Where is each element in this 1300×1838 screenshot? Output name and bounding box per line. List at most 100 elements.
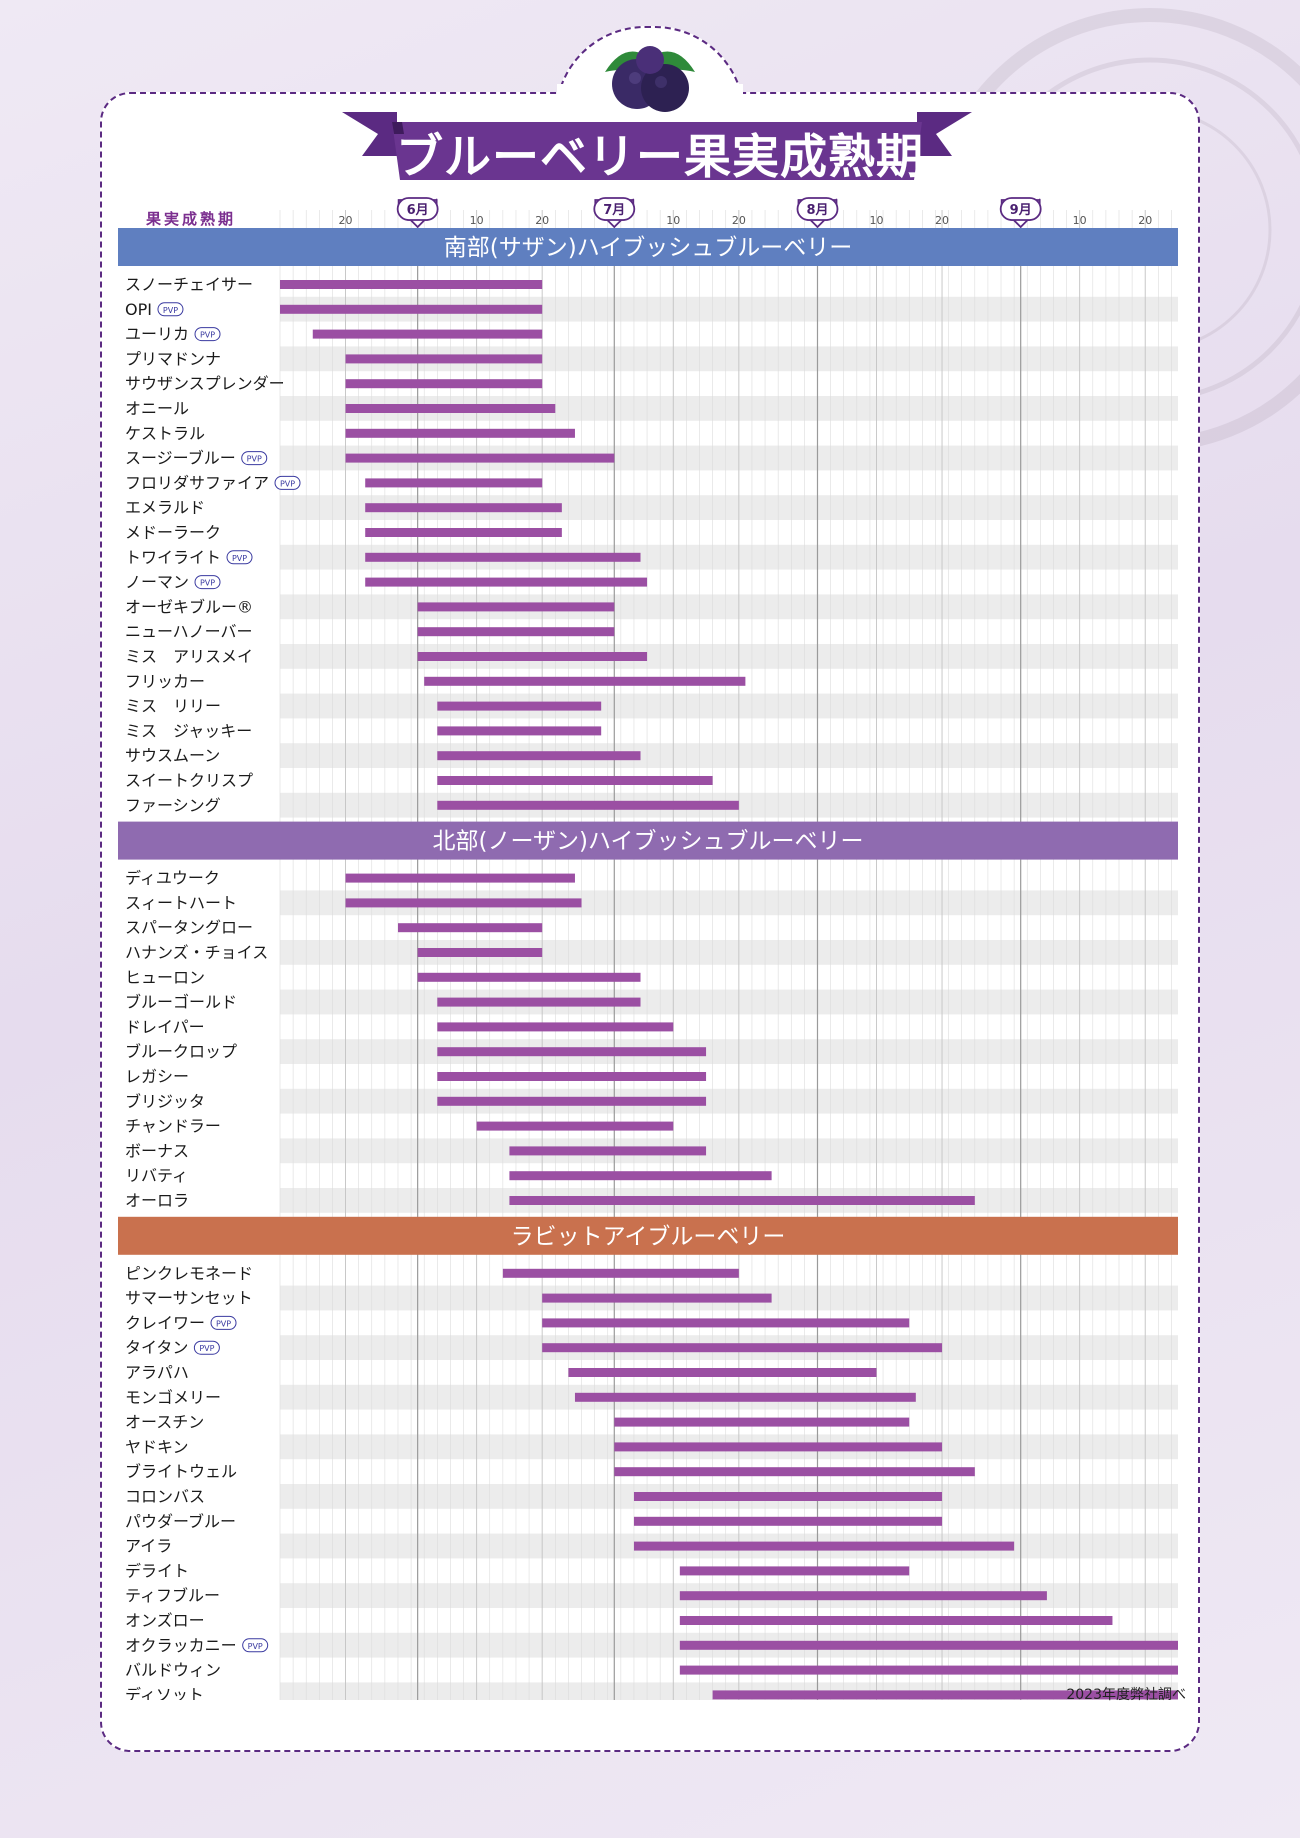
variety-label: ケストラル [125, 424, 205, 443]
pvp-badge-label: PVP [200, 579, 215, 588]
variety-label: オクラッカニー [125, 1636, 237, 1655]
ripening-bar [633, 1492, 943, 1501]
ripening-bar [437, 800, 739, 810]
variety-label: プリマドンナ [125, 349, 221, 368]
variety-label: オーロラ [125, 1191, 189, 1210]
variety-label: サウザンスプレンダー [125, 374, 285, 393]
ripening-bar [502, 1268, 739, 1278]
variety-label: スノーチェイサー [125, 275, 253, 294]
ripening-bar [417, 602, 615, 612]
pvp-badge-label: PVP [216, 1319, 231, 1328]
ripening-bar [437, 1022, 674, 1032]
ripening-bar [437, 751, 641, 761]
ripening-bar [712, 1690, 1178, 1700]
ripening-bar [614, 1467, 975, 1477]
variety-label: リバティ [125, 1166, 188, 1185]
row-stripe [280, 644, 1178, 669]
ripening-bar [365, 552, 641, 562]
pvp-badge [210, 1315, 237, 1330]
ripening-bar [574, 1392, 916, 1402]
variety-label: ヤドキン [125, 1437, 189, 1456]
pvp-badge [274, 475, 301, 490]
variety-label: ミス ジャッキー [125, 721, 252, 740]
ripening-bar [365, 503, 562, 513]
row-stripe [280, 693, 1178, 719]
ripening-bar [437, 726, 602, 736]
pvp-badge [194, 327, 221, 342]
variety-label: パウダーブルー [125, 1512, 236, 1531]
ripening-bar [679, 1591, 1047, 1601]
variety-label: ブルークロップ [125, 1042, 237, 1061]
variety-label: スパータングロー [125, 918, 253, 937]
variety-label: スージーブルー [125, 449, 236, 468]
month-label: 7月 [603, 203, 625, 218]
ripening-chart: 20 10 20 10 20 10 20 10 20 6月 7月 8月 9月南部(サザン)ハイブッシュブ… [118, 197, 1178, 1700]
ripening-bar [679, 1616, 1113, 1625]
ripening-bar [633, 1516, 943, 1526]
variety-label: OPI [125, 300, 152, 319]
ripening-bar [424, 676, 746, 686]
ripening-bar [280, 304, 543, 314]
variety-label: ドレイパー [125, 1017, 205, 1036]
group-header [118, 1216, 1178, 1255]
row-stripe [280, 940, 1178, 965]
variety-label: スィートハート [125, 893, 237, 912]
page-title: ブルーベリー果実成熟期 [396, 130, 924, 185]
variety-label: デライト [125, 1561, 189, 1580]
variety-label: アラパハ [125, 1363, 189, 1382]
variety-label: エメラルド [125, 498, 205, 517]
pvp-badge [241, 451, 268, 466]
x-tick-label: 20 [535, 214, 549, 227]
source-note: 2023年度弊社調べ [1066, 1687, 1186, 1703]
variety-label: サウスムーン [125, 746, 220, 765]
variety-label: ユーリカ [125, 325, 189, 344]
ripening-bar [509, 1171, 772, 1181]
pvp-badge [242, 1638, 269, 1653]
ripening-bar [542, 1293, 772, 1303]
variety-label: ニューハノーバー [125, 622, 253, 641]
ripening-bar [614, 1417, 910, 1427]
pvp-badge-label: PVP [199, 1344, 214, 1353]
month-badge-pill [593, 197, 636, 221]
x-tick-label: 10 [666, 214, 680, 227]
variety-label: クレイワー [125, 1313, 205, 1332]
ripening-bar [345, 404, 556, 413]
ripening-bar [417, 948, 543, 957]
variety-label: ディユウーク [125, 869, 220, 888]
variety-label: ティフブルー [125, 1586, 220, 1605]
header-label: 果実成熟期 [146, 210, 237, 228]
variety-label: トワイライト [125, 548, 221, 567]
group-header [118, 821, 1178, 860]
ripening-bar [365, 528, 562, 537]
pvp-badge [157, 302, 184, 317]
x-tick-label: 10 [1073, 214, 1087, 227]
variety-label: バルドウィン [125, 1661, 221, 1680]
ripening-bar [345, 453, 615, 463]
row-stripe [280, 1088, 1178, 1114]
variety-label: フロリダサファイア [125, 473, 269, 492]
ripening-bar [312, 329, 543, 339]
x-tick-label: 10 [470, 214, 484, 227]
ripening-bar [280, 280, 543, 289]
pvp-badge [194, 575, 221, 590]
pvp-badge [193, 1340, 220, 1355]
variety-label: ファーシング [125, 796, 221, 815]
pvp-badge-label: PVP [200, 331, 215, 340]
variety-label: ボーナス [125, 1141, 189, 1160]
ripening-bar [437, 776, 713, 785]
row-stripe [280, 594, 1178, 620]
ripening-bar [437, 1047, 707, 1057]
title-banner [342, 112, 972, 180]
ripening-bar [679, 1665, 1178, 1675]
row-stripe [280, 1138, 1178, 1164]
month-label: 9月 [1010, 203, 1032, 218]
x-tick-label: 20 [935, 214, 949, 227]
pvp-badge-label: PVP [248, 1642, 263, 1651]
group-header-label: 北部(ノーザン)ハイブッシュブルーベリー [432, 829, 863, 855]
group-header-label: ラビットアイブルーベリー [511, 1224, 786, 1250]
variety-label: アイラ [125, 1537, 172, 1556]
ripening-bar [345, 873, 575, 883]
variety-label: オニール [125, 399, 189, 418]
month-label: 8月 [806, 203, 828, 218]
ripening-bar [614, 1442, 943, 1452]
